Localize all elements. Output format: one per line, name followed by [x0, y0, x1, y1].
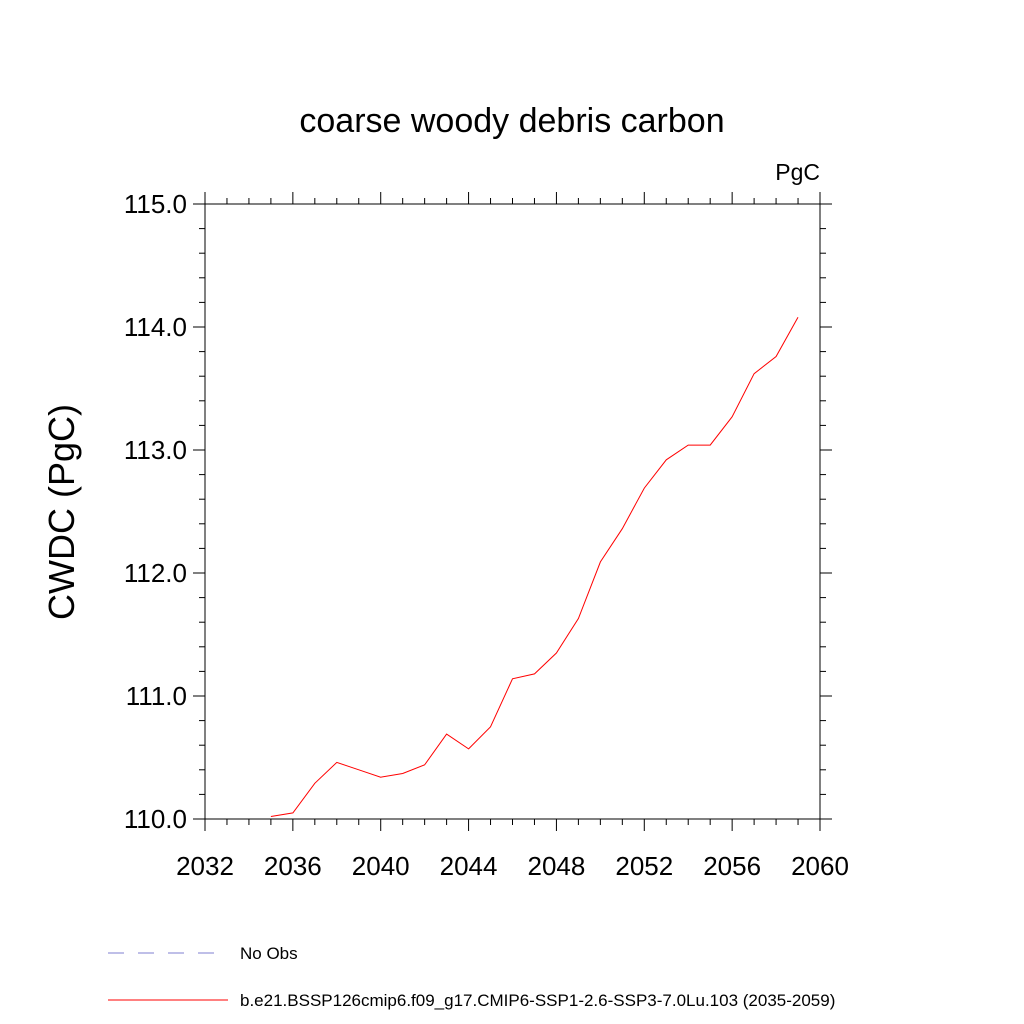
y-tick-label: 112.0 [124, 558, 187, 588]
legend: No Obs b.e21.BSSP126cmip6.f09_g17.CMIP6-… [108, 944, 835, 1010]
tick-labels: 2032 2036 2040 2044 2048 2052 2056 2060 110.0 111… [124, 189, 849, 881]
x-tick-label: 2060 [791, 851, 849, 881]
units-label: PgC [775, 159, 820, 185]
x-tick-label: 2048 [528, 851, 586, 881]
series-line-0 [270, 316, 799, 817]
series-lines [270, 316, 799, 817]
y-tick-label: 110.0 [124, 804, 187, 834]
y-tick-label: 111.0 [126, 681, 187, 711]
y-tick-label: 114.0 [124, 312, 187, 342]
axis-ticks [193, 192, 832, 831]
x-tick-label: 2040 [352, 851, 410, 881]
y-axis-label: CWDC (PgC) [41, 404, 82, 620]
legend-label-no-obs: No Obs [240, 944, 298, 963]
y-tick-label: 113.0 [124, 435, 187, 465]
chart-title: coarse woody debris carbon [299, 102, 724, 140]
x-tick-label: 2036 [264, 851, 322, 881]
legend-label-model: b.e21.BSSP126cmip6.f09_g17.CMIP6-SSP1-2.… [240, 991, 835, 1010]
x-tick-label: 2032 [176, 851, 234, 881]
x-tick-label: 2044 [440, 851, 498, 881]
y-tick-label: 115.0 [124, 189, 187, 219]
plot-frame [204, 203, 821, 820]
x-tick-label: 2056 [703, 851, 761, 881]
x-tick-label: 2052 [615, 851, 673, 881]
